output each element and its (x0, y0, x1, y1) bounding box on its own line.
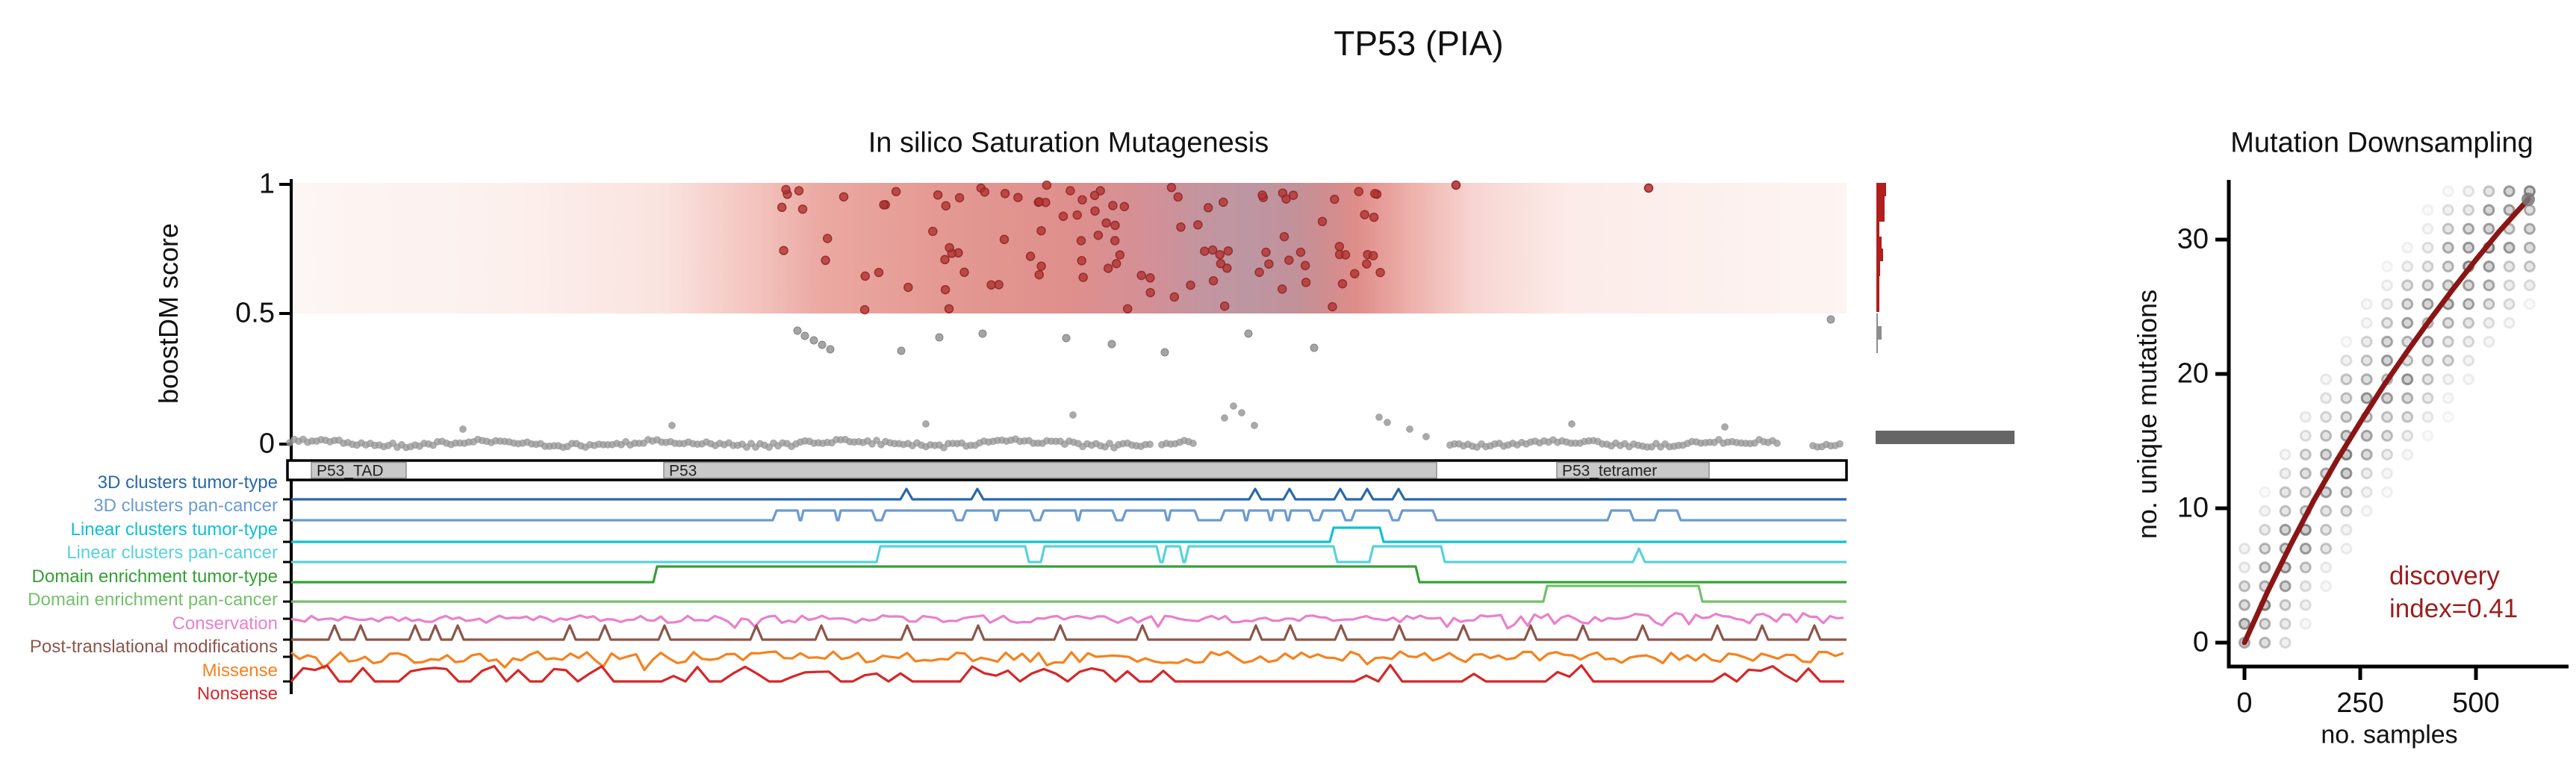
domain-label-P53_tetramer: P53_tetramer (1562, 463, 1657, 480)
track-label-1: 3D clusters tumor-type (97, 472, 278, 493)
track-label-5: Domain enrichment tumor-type (31, 567, 278, 587)
score-histogram-bar (1876, 237, 1882, 249)
right-x-axis-label: no. samples (2321, 720, 2458, 749)
feature-track-line-2 (291, 509, 1847, 522)
feature-track-line-4 (291, 545, 1847, 564)
left-panel-title: In silico Saturation Mutagenesis (868, 127, 1269, 159)
track-label-6: Domain enrichment pan-cancer (28, 590, 278, 610)
score-histogram-bar (1876, 183, 1886, 196)
score-histogram-bar (1876, 302, 1879, 312)
discovery-index-annotation: discovery index=0.41 (2389, 560, 2518, 625)
domain-label-P53: P53 (669, 463, 697, 480)
score-histogram-bar (1876, 261, 1880, 276)
score-histogram-bar (1876, 326, 1882, 340)
downsampling-max-dot (2521, 193, 2536, 206)
track-label-10: Nonsense (196, 684, 278, 704)
feature-track-line-8 (291, 624, 1847, 641)
score-density-band (291, 183, 1847, 313)
track-label-3: Linear clusters tumor-type (70, 519, 278, 540)
right-y-tick-label-10: 10 (2177, 492, 2209, 524)
downsampling-dot-cloud (2239, 185, 2536, 649)
right-y-tick-label-0: 0 (2192, 626, 2209, 658)
right-panel-title: Mutation Downsampling (2230, 127, 2533, 159)
driver-dots (777, 180, 1654, 315)
right-x-tick-label-250: 250 (2336, 687, 2384, 719)
discovery-line2: index=0.41 (2389, 594, 2519, 623)
track-label-8: Post-translational modifications (29, 637, 278, 657)
left-y-tick-label-0: 0 (258, 428, 275, 460)
domain-box-P53_tetramer (1556, 461, 1710, 479)
passenger-dots-mid (793, 315, 1835, 357)
left-y-tick-label-0.5: 0.5 (235, 297, 275, 329)
score-histogram-bar (1876, 340, 1878, 353)
score-histogram-bar (1876, 313, 1878, 326)
feature-track-line-5 (291, 565, 1847, 584)
feature-track-line-3 (291, 526, 1847, 543)
track-label-9: Missense (202, 661, 278, 681)
passenger-dots-zero-line (286, 402, 1844, 452)
figure-title: TP53 (PIA) (1334, 24, 1504, 63)
right-x-tick-label-500: 500 (2452, 687, 2500, 719)
feature-track-line-1 (291, 487, 1847, 501)
score-histogram-bar (1876, 222, 1879, 237)
feature-track-line-6 (291, 584, 1847, 603)
downsampling-trend-curve (2241, 196, 2531, 646)
left-y-tick-label-1: 1 (258, 168, 275, 200)
score-histogram-bar (1876, 291, 1879, 302)
feature-track-line-9 (290, 650, 1844, 672)
feature-track-line-7 (290, 611, 1844, 630)
domain-box-P53 (663, 461, 1437, 479)
score-histogram-bar (1876, 196, 1885, 222)
feature-track-line-10 (290, 664, 1844, 683)
right-y-tick-label-20: 20 (2177, 358, 2209, 390)
discovery-line1: discovery (2389, 561, 2500, 590)
domain-label-P53_TAD: P53_TAD (317, 463, 384, 480)
right-x-tick-label-0: 0 (2236, 687, 2253, 719)
domain-box-P53_TAD (311, 461, 407, 479)
score-histogram-bar (1876, 276, 1879, 291)
track-label-2: 3D clusters pan-cancer (93, 496, 278, 516)
score-zero-histogram-bar (1876, 431, 2015, 444)
score-histogram-bar (1876, 249, 1883, 261)
track-label-4: Linear clusters pan-cancer (66, 543, 278, 563)
right-y-tick-label-30: 30 (2177, 223, 2209, 255)
track-label-7: Conservation (172, 614, 278, 634)
